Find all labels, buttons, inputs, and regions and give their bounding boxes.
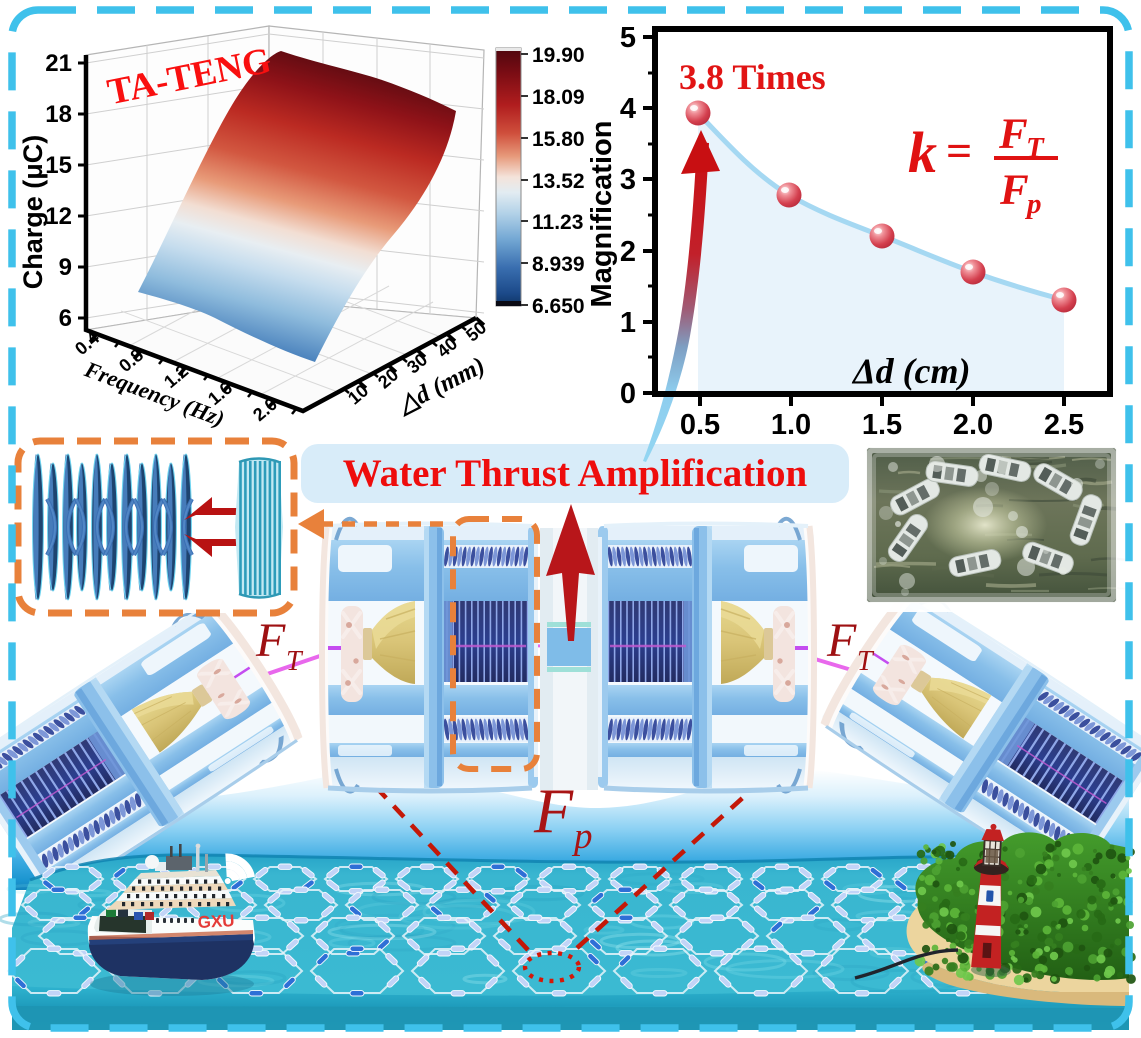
svg-text:T: T: [286, 646, 304, 677]
svg-text:Water Thrust Amplification: Water Thrust Amplification: [343, 452, 808, 495]
svg-text:15: 15: [45, 152, 72, 179]
svg-text:F: F: [998, 111, 1028, 158]
svg-text:11.23: 11.23: [532, 211, 583, 234]
svg-text:21: 21: [45, 50, 72, 77]
svg-text:13.52: 13.52: [532, 170, 585, 193]
svg-text:15.80: 15.80: [532, 128, 585, 151]
svg-text:1.0: 1.0: [771, 409, 811, 441]
svg-text:8.939: 8.939: [532, 253, 585, 276]
svg-text:6.650: 6.650: [532, 295, 585, 318]
svg-text:2.5: 2.5: [1044, 409, 1084, 441]
svg-text:18.09: 18.09: [532, 86, 585, 109]
svg-text:18: 18: [45, 101, 72, 128]
svg-text:GXU: GXU: [197, 911, 235, 932]
svg-text:2.0: 2.0: [953, 409, 993, 441]
svg-text:Magnification: Magnification: [586, 121, 618, 308]
svg-text:Δd (cm): Δd (cm): [851, 351, 971, 391]
svg-text:k: k: [908, 120, 937, 185]
svg-text:0: 0: [620, 378, 636, 410]
svg-text:3: 3: [620, 164, 636, 196]
svg-text:T: T: [857, 646, 875, 677]
svg-text:1.5: 1.5: [862, 409, 902, 441]
svg-text:F: F: [255, 614, 286, 667]
svg-text:p: p: [1024, 188, 1042, 220]
svg-text:2: 2: [620, 236, 636, 268]
svg-text:1: 1: [620, 307, 636, 339]
svg-text:F: F: [999, 167, 1029, 214]
svg-text:=: =: [946, 125, 972, 176]
svg-text:6: 6: [59, 305, 72, 332]
svg-text:12: 12: [45, 203, 72, 230]
svg-text:9: 9: [59, 254, 72, 281]
svg-text:4: 4: [620, 93, 636, 125]
svg-text:0.5: 0.5: [680, 409, 720, 441]
svg-text:p: p: [571, 816, 593, 857]
svg-text:19.90: 19.90: [532, 44, 585, 67]
svg-text:F: F: [826, 614, 857, 667]
svg-text:3.8 Times: 3.8 Times: [679, 57, 826, 97]
svg-text:5: 5: [620, 22, 636, 54]
svg-text:Charge (μC): Charge (μC): [18, 135, 48, 290]
